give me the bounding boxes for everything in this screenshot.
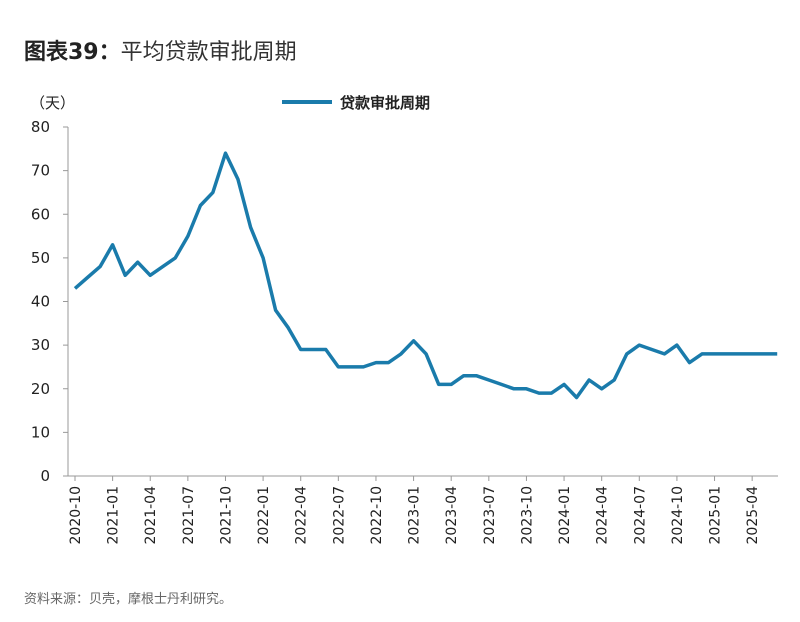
x-tick-label: 2021-01 [106, 486, 122, 545]
y-tick-label: 50 [31, 249, 50, 267]
y-tick-label: 60 [31, 205, 50, 223]
x-tick-label: 2020-10 [68, 486, 84, 545]
x-tick-label: 2021-04 [143, 486, 159, 545]
y-tick-label: 40 [31, 293, 50, 311]
legend-label: 贷款审批周期 [340, 94, 430, 112]
x-tick-label: 2022-01 [256, 486, 272, 545]
title-prefix: 图表39： [24, 40, 121, 65]
x-tick-label: 2024-10 [670, 486, 686, 545]
x-tick-label: 2023-01 [407, 486, 423, 545]
x-tick-label: 2024-04 [595, 486, 611, 545]
x-tick-label: 2024-07 [632, 486, 648, 545]
x-tick-label: 2024-01 [557, 486, 573, 545]
x-tick-label: 2025-01 [708, 486, 724, 545]
y-tick-label: 80 [31, 118, 50, 136]
x-tick-label: 2023-04 [444, 486, 460, 545]
x-tick-label: 2023-10 [519, 486, 535, 545]
y-tick-label: 10 [31, 423, 50, 441]
y-axis-unit: （天） [30, 94, 75, 112]
x-tick-label: 2025-04 [745, 486, 761, 545]
x-tick-label: 2021-07 [181, 486, 197, 545]
y-tick-label: 0 [40, 467, 50, 485]
x-tick-label: 2022-04 [294, 486, 310, 545]
x-tick-label: 2023-07 [482, 486, 498, 545]
x-tick-label: 2022-10 [369, 486, 385, 545]
source-note: 资料来源：贝壳，摩根士丹利研究。 [24, 592, 233, 607]
series-line [73, 151, 778, 400]
title-main: 平均贷款审批周期 [120, 40, 297, 65]
x-tick-label: 2021-10 [218, 486, 234, 545]
y-tick-label: 30 [31, 336, 50, 354]
x-tick-label: 2022-07 [331, 486, 347, 545]
y-tick-label: 70 [31, 162, 50, 180]
y-tick-label: 20 [31, 380, 50, 398]
chart-title: 图表39：平均贷款审批周期 [24, 34, 297, 66]
